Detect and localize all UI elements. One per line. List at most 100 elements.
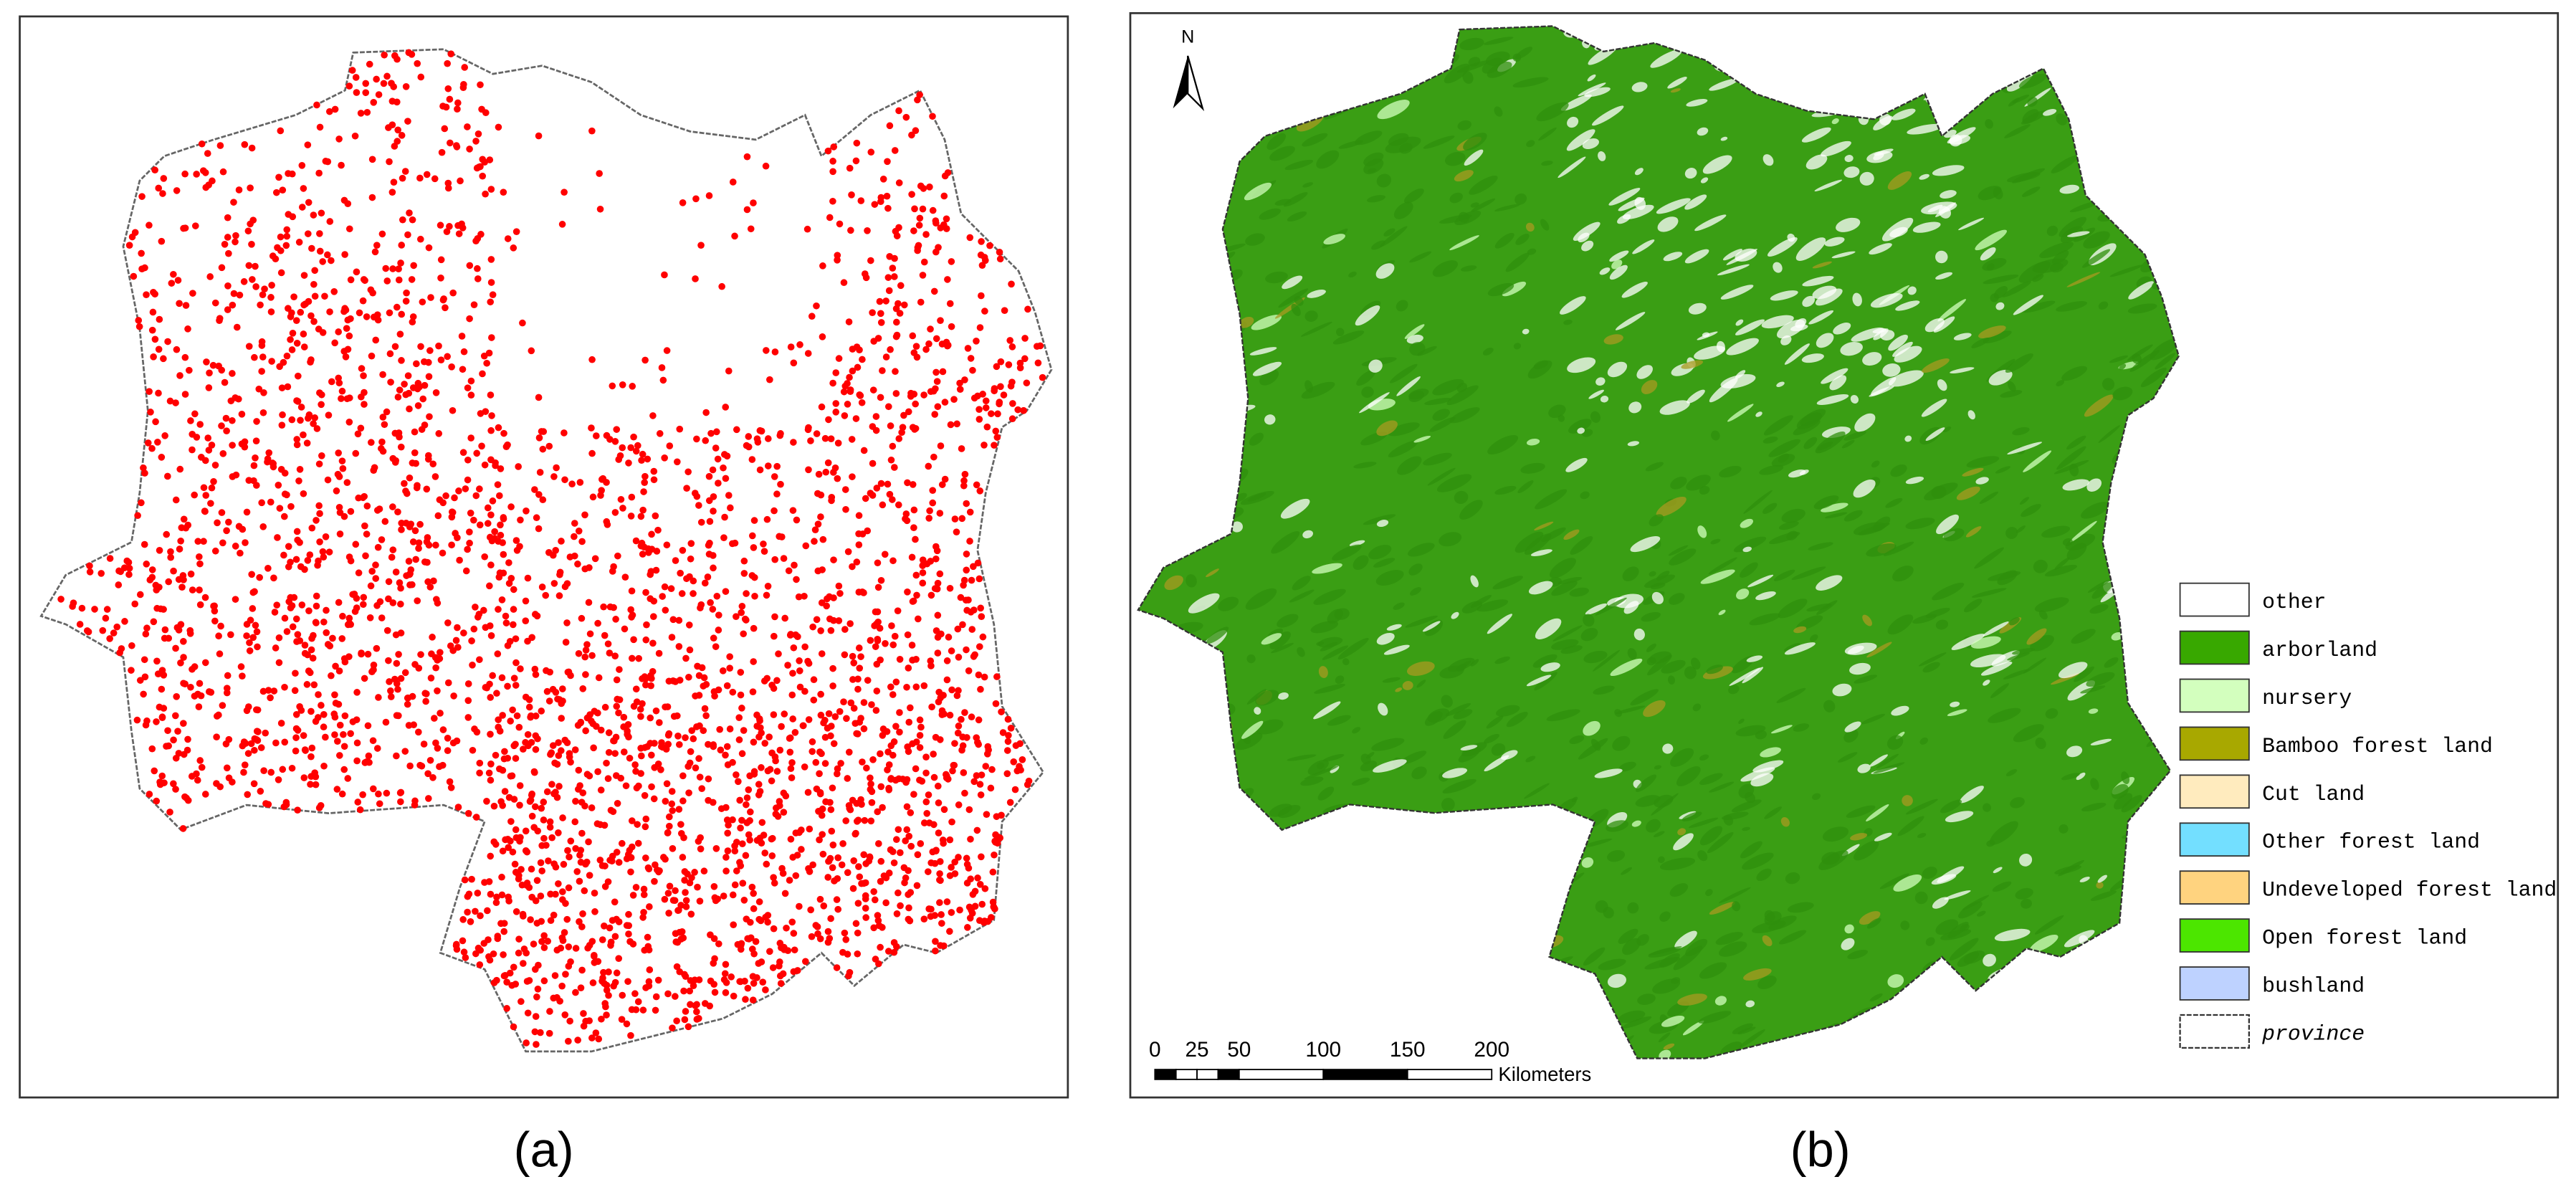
land-patch bbox=[1609, 250, 1629, 262]
sample-point bbox=[828, 493, 836, 501]
sample-point bbox=[591, 890, 598, 897]
sample-point bbox=[658, 364, 666, 371]
sample-point bbox=[395, 276, 403, 284]
sample-point bbox=[975, 406, 983, 413]
sample-point bbox=[538, 938, 545, 945]
sample-point bbox=[701, 705, 709, 712]
land-patch bbox=[1894, 345, 1922, 363]
sample-point bbox=[517, 665, 524, 672]
land-patch bbox=[2155, 353, 2175, 370]
sample-point bbox=[434, 687, 441, 695]
sample-point bbox=[293, 339, 301, 347]
sample-point bbox=[503, 978, 510, 986]
sample-point bbox=[370, 666, 377, 674]
land-patch bbox=[1231, 521, 1243, 533]
sample-point bbox=[827, 806, 835, 814]
sample-point bbox=[889, 557, 897, 565]
sample-point bbox=[855, 512, 863, 520]
sample-point bbox=[669, 1024, 676, 1031]
sample-point bbox=[462, 954, 469, 961]
legend-label: Bamboo forest land bbox=[2262, 734, 2493, 758]
sample-point bbox=[316, 247, 324, 255]
sample-point bbox=[347, 507, 355, 515]
sample-point bbox=[672, 887, 679, 895]
sample-point bbox=[189, 665, 196, 673]
sample-point bbox=[902, 874, 910, 882]
land-patch bbox=[1904, 435, 1912, 442]
land-patch bbox=[1278, 288, 1309, 308]
sample-point bbox=[932, 335, 940, 343]
sample-point bbox=[240, 278, 248, 285]
sample-point bbox=[414, 482, 421, 490]
sample-point bbox=[559, 937, 567, 945]
land-patch bbox=[1719, 465, 1742, 478]
land-patch bbox=[1622, 566, 1639, 581]
sample-point bbox=[472, 907, 479, 915]
sample-point bbox=[890, 939, 898, 946]
land-patch bbox=[1634, 168, 1644, 176]
land-patch bbox=[1535, 618, 1562, 640]
sample-point bbox=[498, 891, 506, 899]
land-patch bbox=[1944, 890, 1971, 900]
land-patch bbox=[1708, 557, 1737, 575]
sample-point bbox=[557, 747, 565, 755]
sample-point bbox=[442, 304, 449, 312]
sample-point bbox=[300, 272, 308, 279]
sample-point bbox=[110, 629, 118, 637]
sample-point bbox=[499, 539, 506, 546]
land-patch bbox=[1970, 636, 2001, 649]
land-patch bbox=[1304, 766, 1339, 780]
land-patch bbox=[1283, 192, 1308, 207]
sample-point bbox=[401, 748, 409, 755]
sample-point bbox=[275, 173, 282, 181]
land-patch bbox=[1667, 675, 1675, 685]
land-patch bbox=[1733, 536, 1767, 553]
sample-point bbox=[361, 674, 368, 682]
sample-point bbox=[656, 719, 663, 726]
sample-point bbox=[401, 168, 409, 175]
sample-point bbox=[993, 434, 1001, 441]
land-patch bbox=[1727, 404, 1754, 422]
land-patch bbox=[1844, 924, 1854, 934]
land-patch bbox=[1988, 707, 2021, 723]
sample-point bbox=[701, 579, 709, 587]
sample-point bbox=[507, 837, 514, 845]
sample-point bbox=[862, 879, 869, 887]
sample-point bbox=[830, 556, 837, 563]
sample-point bbox=[489, 497, 497, 505]
sample-point bbox=[480, 606, 487, 614]
land-patch bbox=[1186, 574, 1197, 588]
sample-point bbox=[287, 335, 294, 343]
sample-point bbox=[174, 728, 181, 735]
land-patch bbox=[2128, 281, 2154, 300]
sample-point bbox=[460, 348, 468, 356]
land-patch bbox=[1371, 240, 1386, 250]
sample-point bbox=[647, 682, 654, 690]
land-patch bbox=[1338, 140, 1363, 149]
sample-point bbox=[663, 347, 671, 354]
sample-point bbox=[936, 510, 944, 517]
sample-point bbox=[353, 716, 361, 723]
land-patch bbox=[1429, 416, 1456, 432]
sample-point bbox=[642, 588, 649, 596]
sample-point bbox=[397, 443, 405, 451]
sample-point bbox=[737, 669, 745, 676]
sample-point bbox=[681, 877, 688, 884]
sample-point bbox=[571, 818, 579, 826]
land-patch bbox=[1935, 919, 1959, 935]
sample-point bbox=[647, 740, 654, 747]
sample-point bbox=[722, 979, 730, 986]
land-patch bbox=[1887, 171, 1912, 190]
sample-point bbox=[69, 603, 76, 610]
sample-point bbox=[528, 893, 536, 901]
land-patch bbox=[1793, 723, 1810, 732]
land-patch bbox=[1876, 753, 1899, 768]
sample-point bbox=[307, 356, 315, 363]
sample-point bbox=[994, 410, 1001, 418]
sample-point bbox=[519, 319, 526, 327]
land-patch bbox=[1432, 409, 1450, 421]
sample-point bbox=[356, 309, 363, 317]
sample-point bbox=[559, 896, 566, 903]
sample-point bbox=[544, 938, 552, 945]
sample-point bbox=[766, 376, 773, 383]
